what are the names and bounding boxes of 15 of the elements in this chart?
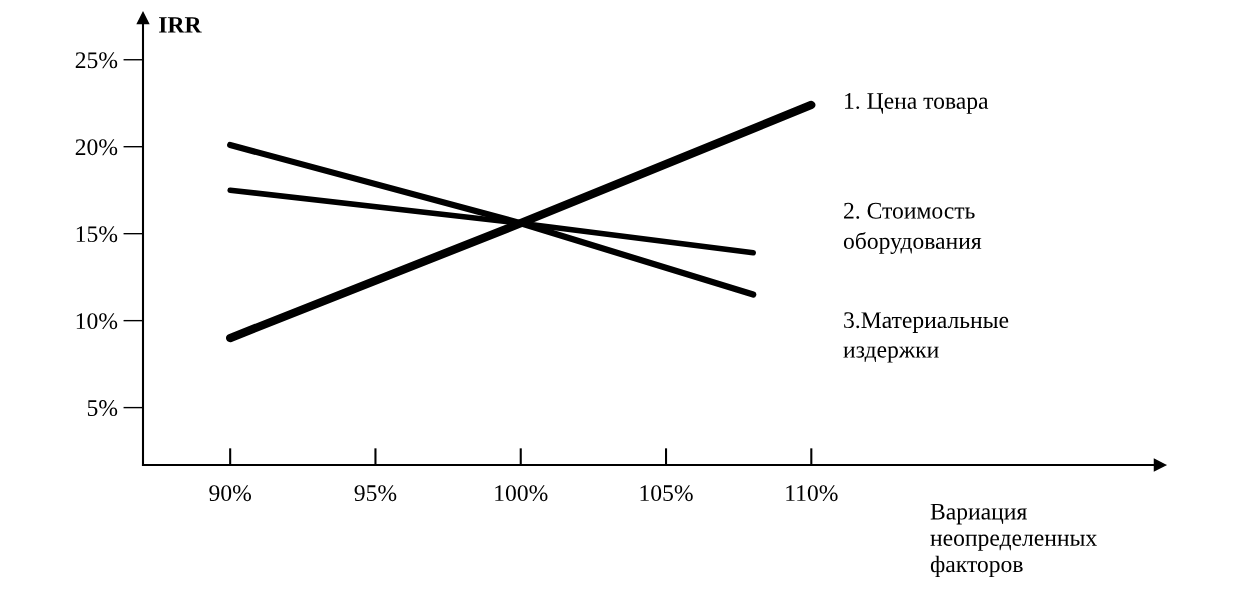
x-tick-label: 110% (786, 485, 838, 502)
text: 3.Материальные издержки (843, 312, 1009, 363)
text: 2. Стоимость оборудования (843, 202, 982, 254)
y-tick-label: 5% (87, 400, 118, 417)
y-tick-label: 15% (76, 226, 118, 243)
y-tick-label: 20% (75, 139, 118, 156)
x-axis-title: Вариация неопределенных факторов (930, 503, 1097, 578)
y-tick-label: 25% (75, 52, 118, 69)
y-tick-label: 10% (76, 313, 118, 330)
x-tick-label: 90% (209, 485, 252, 502)
x-tick-label: 95% (354, 485, 397, 502)
x-tick-label: 100% (495, 485, 548, 502)
y-axis-title: IRR (159, 17, 202, 33)
x-tick-label: 105% (640, 485, 693, 502)
series-label: 1. Цена товара (845, 93, 989, 114)
